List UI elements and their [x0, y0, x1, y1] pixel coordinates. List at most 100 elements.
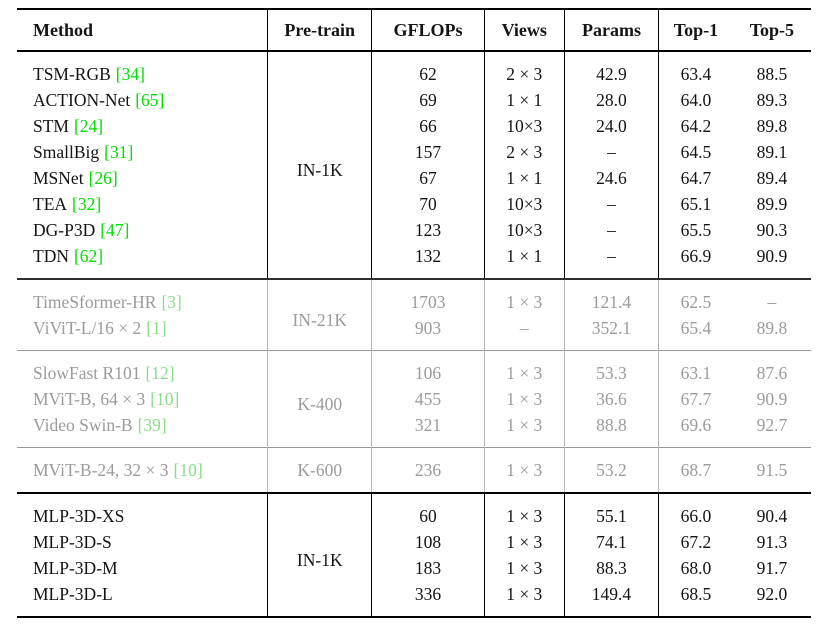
- table-row: TEA [32] 70 10×3 – 65.1 89.9: [17, 191, 811, 217]
- top5-cell: 92.0: [756, 584, 788, 604]
- method-name: ViViT-L/16 × 2: [33, 318, 142, 338]
- table-row: TSM-RGB [34] IN-1K 62 2 × 3 42.9 63.4 88.…: [17, 51, 811, 279]
- params-cell: –: [564, 243, 660, 279]
- method-name: MLP-3D-L: [33, 584, 113, 604]
- method-name: STM: [33, 116, 69, 136]
- params-cell: 24.6: [564, 165, 660, 191]
- method-name: SlowFast R101: [33, 363, 141, 383]
- gflops-cell: 123: [371, 217, 485, 243]
- views-cell: 1 × 3: [484, 412, 565, 448]
- method-name: MViT-B-24, 32 × 3: [33, 460, 169, 480]
- top1-cell: 63.4: [680, 64, 712, 84]
- params-cell: 88.3: [564, 555, 660, 581]
- top5-cell: 91.3: [756, 532, 788, 552]
- top5-cell: 91.5: [756, 460, 788, 480]
- method-name: TEA: [33, 194, 68, 214]
- method-name: ACTION-Net: [33, 90, 131, 110]
- params-cell: 36.6: [564, 386, 660, 412]
- method-cell: ACTION-Net [65]: [17, 87, 269, 113]
- method-name: TDN: [33, 246, 69, 266]
- citation-link[interactable]: [10]: [150, 389, 180, 409]
- params-cell: 88.8: [564, 412, 660, 448]
- views-cell: 10×3: [484, 217, 565, 243]
- top5-cell: 89.1: [756, 142, 788, 162]
- views-cell: 10×3: [484, 113, 565, 139]
- citation-link[interactable]: [24]: [73, 116, 104, 136]
- gflops-cell: 903: [371, 315, 485, 351]
- citation-link[interactable]: [65]: [135, 90, 165, 110]
- method-cell: MSNet [26]: [17, 165, 269, 191]
- method-name: MSNet: [33, 168, 84, 188]
- gflops-cell: 69: [371, 87, 485, 113]
- citation-link[interactable]: [10]: [173, 460, 203, 480]
- pretrain-cell: K-600: [267, 447, 373, 493]
- citation-link[interactable]: [26]: [88, 168, 118, 188]
- top1-cell: 64.7: [680, 168, 712, 188]
- gflops-cell: 321: [371, 412, 485, 448]
- method-cell: TimeSformer-HR [3]: [17, 279, 269, 315]
- citation-link[interactable]: [12]: [145, 363, 175, 383]
- top5-cell: 92.7: [756, 415, 788, 435]
- top1-cell: 64.0: [680, 90, 712, 110]
- table-row: SlowFast R101 [12] K-400 106 1 × 3 53.3 6…: [17, 350, 811, 448]
- method-cell: SmallBig [31]: [17, 139, 269, 165]
- method-name: DG-P3D: [33, 220, 96, 240]
- table-row: TimeSformer-HR [3] IN-21K 1703 1 × 3 121.…: [17, 279, 811, 351]
- views-cell: 10×3: [484, 191, 565, 217]
- citation-link[interactable]: [62]: [73, 246, 104, 266]
- col-header-method: Method: [17, 9, 269, 52]
- results-table: Method Pre-train GFLOPs Views Params Top…: [17, 8, 811, 618]
- top5-cell: 89.9: [756, 194, 788, 214]
- pretrain-cell: IN-1K: [267, 51, 373, 279]
- method-cell: TSM-RGB [34]: [17, 51, 269, 87]
- top5-cell: 89.3: [756, 90, 788, 110]
- params-cell: 55.1: [564, 493, 660, 529]
- citation-link[interactable]: [47]: [100, 220, 130, 240]
- top1-cell: 66.9: [680, 246, 712, 266]
- gflops-cell: 62: [371, 51, 485, 87]
- citation-link[interactable]: [32]: [72, 194, 102, 214]
- pretrain-cell: K-400: [267, 350, 373, 448]
- col-header-top1: Top-1: [658, 9, 733, 52]
- citation-link[interactable]: [3]: [161, 292, 182, 312]
- citation-link[interactable]: [39]: [137, 415, 167, 435]
- method-name: SmallBig: [33, 142, 100, 162]
- col-header-pretrain: Pre-train: [267, 9, 373, 52]
- table-header: Method Pre-train GFLOPs Views Params Top…: [17, 9, 811, 52]
- views-cell: 2 × 3: [484, 139, 565, 165]
- views-cell: 1 × 3: [484, 279, 565, 315]
- params-cell: 42.9: [564, 51, 660, 87]
- method-cell: MLP-3D-M: [17, 555, 269, 581]
- group-k400-pretrained: SlowFast R101 [12] K-400 106 1 × 3 53.3 6…: [17, 350, 811, 448]
- gflops-cell: 70: [371, 191, 485, 217]
- top1-cell: 64.2: [680, 116, 712, 136]
- views-cell: 1 × 3: [484, 493, 565, 529]
- method-name: Video Swin-B: [33, 415, 133, 435]
- top1-cell: 63.1: [680, 363, 712, 383]
- method-cell: Video Swin-B [39]: [17, 412, 269, 448]
- citation-link[interactable]: [34]: [115, 64, 145, 84]
- params-cell: 53.2: [564, 447, 660, 493]
- method-cell: TEA [32]: [17, 191, 269, 217]
- table-row: MSNet [26] 67 1 × 1 24.6 64.7 89.4: [17, 165, 811, 191]
- views-cell: 1 × 1: [484, 165, 565, 191]
- citation-link[interactable]: [1]: [146, 318, 167, 338]
- method-cell: MLP-3D-XS: [17, 493, 269, 529]
- table-row: MViT-B, 64 × 3 [10] 455 1 × 3 36.6 67.7 9…: [17, 386, 811, 412]
- params-cell: 24.0: [564, 113, 660, 139]
- method-name: TSM-RGB: [33, 64, 111, 84]
- views-cell: 1 × 3: [484, 447, 565, 493]
- views-cell: 2 × 3: [484, 51, 565, 87]
- citation-link[interactable]: [31]: [104, 142, 134, 162]
- method-cell: MLP-3D-L: [17, 581, 269, 617]
- gflops-cell: 108: [371, 529, 485, 555]
- method-cell: SlowFast R101 [12]: [17, 350, 269, 386]
- table-row: DG-P3D [47] 123 10×3 – 65.5 90.3: [17, 217, 811, 243]
- top1-cell: 65.5: [680, 220, 712, 240]
- method-cell: STM [24]: [17, 113, 269, 139]
- views-cell: 1 × 3: [484, 529, 565, 555]
- params-cell: 74.1: [564, 529, 660, 555]
- header-row: Method Pre-train GFLOPs Views Params Top…: [17, 9, 811, 52]
- top5-cell: 90.4: [756, 506, 788, 526]
- group-mlp3d-ours: MLP-3D-XS IN-1K 60 1 × 3 55.1 66.0 90.4 …: [17, 493, 811, 617]
